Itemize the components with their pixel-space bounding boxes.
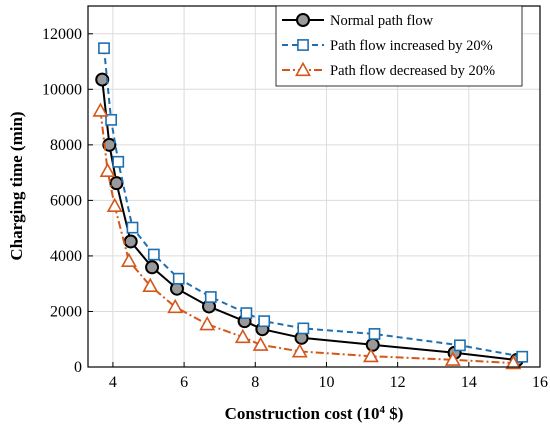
data-point [252, 336, 269, 351]
x-axis-title: Construction cost (104 $) [225, 404, 404, 423]
legend-marker [297, 39, 309, 51]
data-point [95, 72, 110, 87]
y-tick-label: 8000 [50, 137, 82, 154]
data-point [444, 351, 461, 366]
data-point [145, 260, 160, 275]
data-point [362, 347, 379, 363]
data-point [106, 197, 123, 213]
data-point [204, 291, 217, 303]
y-tick-label: 2000 [50, 303, 82, 320]
data-point [454, 339, 466, 352]
x-tick-label: 10 [318, 374, 334, 391]
y-tick-label: 10000 [42, 81, 82, 98]
legend-item: Path flow decreased by 20% [282, 61, 495, 79]
series-layer [92, 42, 529, 370]
data-point [516, 350, 529, 363]
data-point [120, 252, 137, 268]
legend-label: Path flow increased by 20% [330, 38, 493, 54]
data-point [99, 162, 116, 178]
x-tick-label: 4 [109, 374, 117, 391]
ticks: 4 6 8 10 12 14 16 0 2000 4000 6000 8000 10000 12000 [42, 26, 548, 391]
y-tick-label: 12000 [42, 26, 82, 43]
data-point [147, 248, 160, 261]
legend-label: Path flow decreased by 20% [330, 63, 495, 79]
legend-item: Path flow increased by 20% [282, 38, 493, 54]
data-point [98, 42, 110, 55]
data-point [368, 328, 381, 340]
data-point [199, 315, 216, 331]
data-point [105, 113, 118, 126]
data-point [297, 322, 310, 335]
series-2 [98, 42, 529, 363]
series-line [101, 79, 518, 362]
data-point [234, 328, 251, 344]
x-tick-label: 8 [251, 374, 259, 391]
data-point [240, 307, 253, 320]
x-tick-label: 16 [532, 374, 548, 391]
y-tick-label: 6000 [50, 192, 82, 209]
data-point [126, 221, 139, 234]
x-tick-label: 14 [461, 374, 477, 391]
legend-item: Normal path flow [282, 13, 434, 29]
data-point [505, 354, 522, 370]
x-tick-label: 12 [390, 374, 406, 391]
series-3 [92, 102, 522, 370]
legend-marker [295, 61, 311, 77]
legend: Normal path flow Path flow increased by 2… [275, 5, 523, 87]
y-tick-label: 0 [74, 359, 82, 376]
data-point [102, 137, 117, 152]
data-point [112, 155, 125, 168]
legend-marker [296, 13, 310, 27]
data-point [258, 315, 271, 328]
y-tick-label: 4000 [50, 248, 82, 265]
data-point [172, 272, 185, 285]
x-tick-label: 6 [180, 374, 188, 391]
data-point [109, 176, 124, 191]
data-point [167, 298, 184, 314]
legend-label: Normal path flow [330, 13, 434, 29]
data-point [123, 234, 138, 249]
y-axis-title: Charging time (min) [7, 111, 26, 260]
series-1 [95, 72, 524, 368]
series-line [103, 48, 523, 358]
data-point [365, 337, 380, 352]
data-point [92, 102, 109, 117]
data-point [142, 277, 159, 292]
data-point [291, 343, 308, 358]
